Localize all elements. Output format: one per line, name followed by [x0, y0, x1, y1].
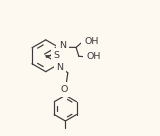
Text: N: N [57, 63, 64, 72]
Text: N: N [59, 41, 66, 50]
Text: S: S [54, 51, 60, 60]
Text: O: O [60, 85, 68, 94]
Text: OH: OH [84, 37, 98, 46]
Text: OH: OH [86, 52, 100, 61]
